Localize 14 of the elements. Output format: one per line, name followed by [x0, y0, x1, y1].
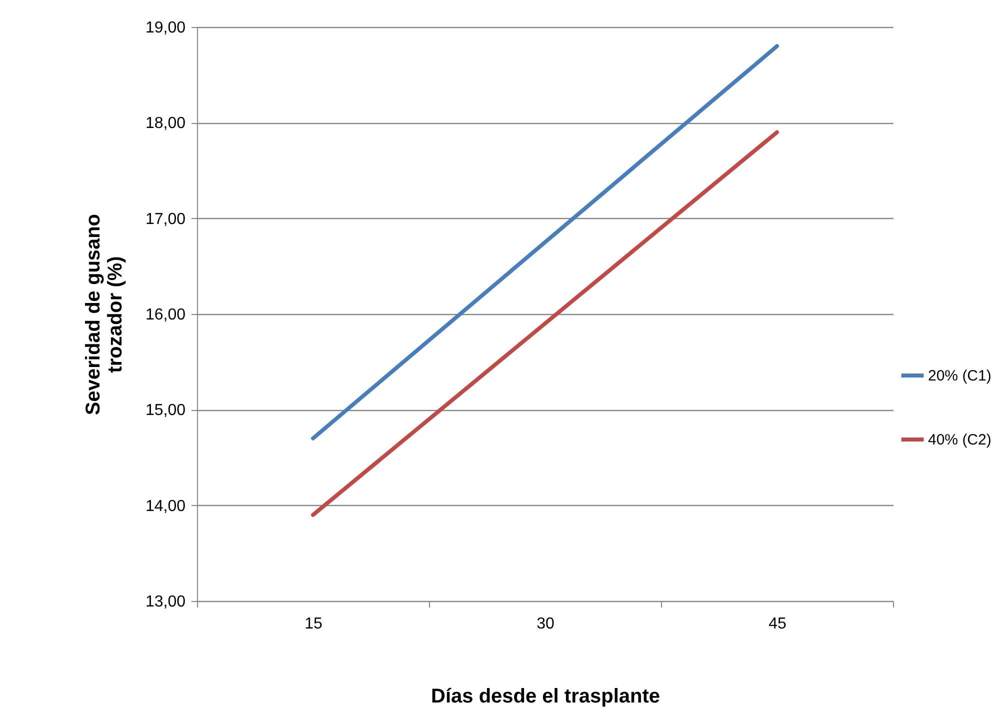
y-tick-label: 16,00	[145, 306, 186, 324]
y-tick-label: 13,00	[145, 594, 186, 610]
legend-label: 20% (C1)	[928, 368, 992, 384]
x-axis-title: Días desde el trasplante	[431, 686, 660, 708]
x-tick-label: 30	[536, 616, 554, 632]
y-tick-label: 14,00	[145, 498, 186, 515]
y-tick-label: 19,00	[145, 20, 186, 36]
y-tick-label: 18,00	[145, 115, 186, 132]
y-tick-label: 15,00	[145, 402, 186, 420]
x-tick-label: 15	[304, 616, 322, 632]
legend-label: 40% (C2)	[928, 432, 992, 448]
x-tick-label: 45	[768, 616, 786, 632]
y-tick-label: 17,00	[145, 210, 186, 228]
y-axis-title: Severidad de gusano trozador (%)	[82, 214, 126, 416]
